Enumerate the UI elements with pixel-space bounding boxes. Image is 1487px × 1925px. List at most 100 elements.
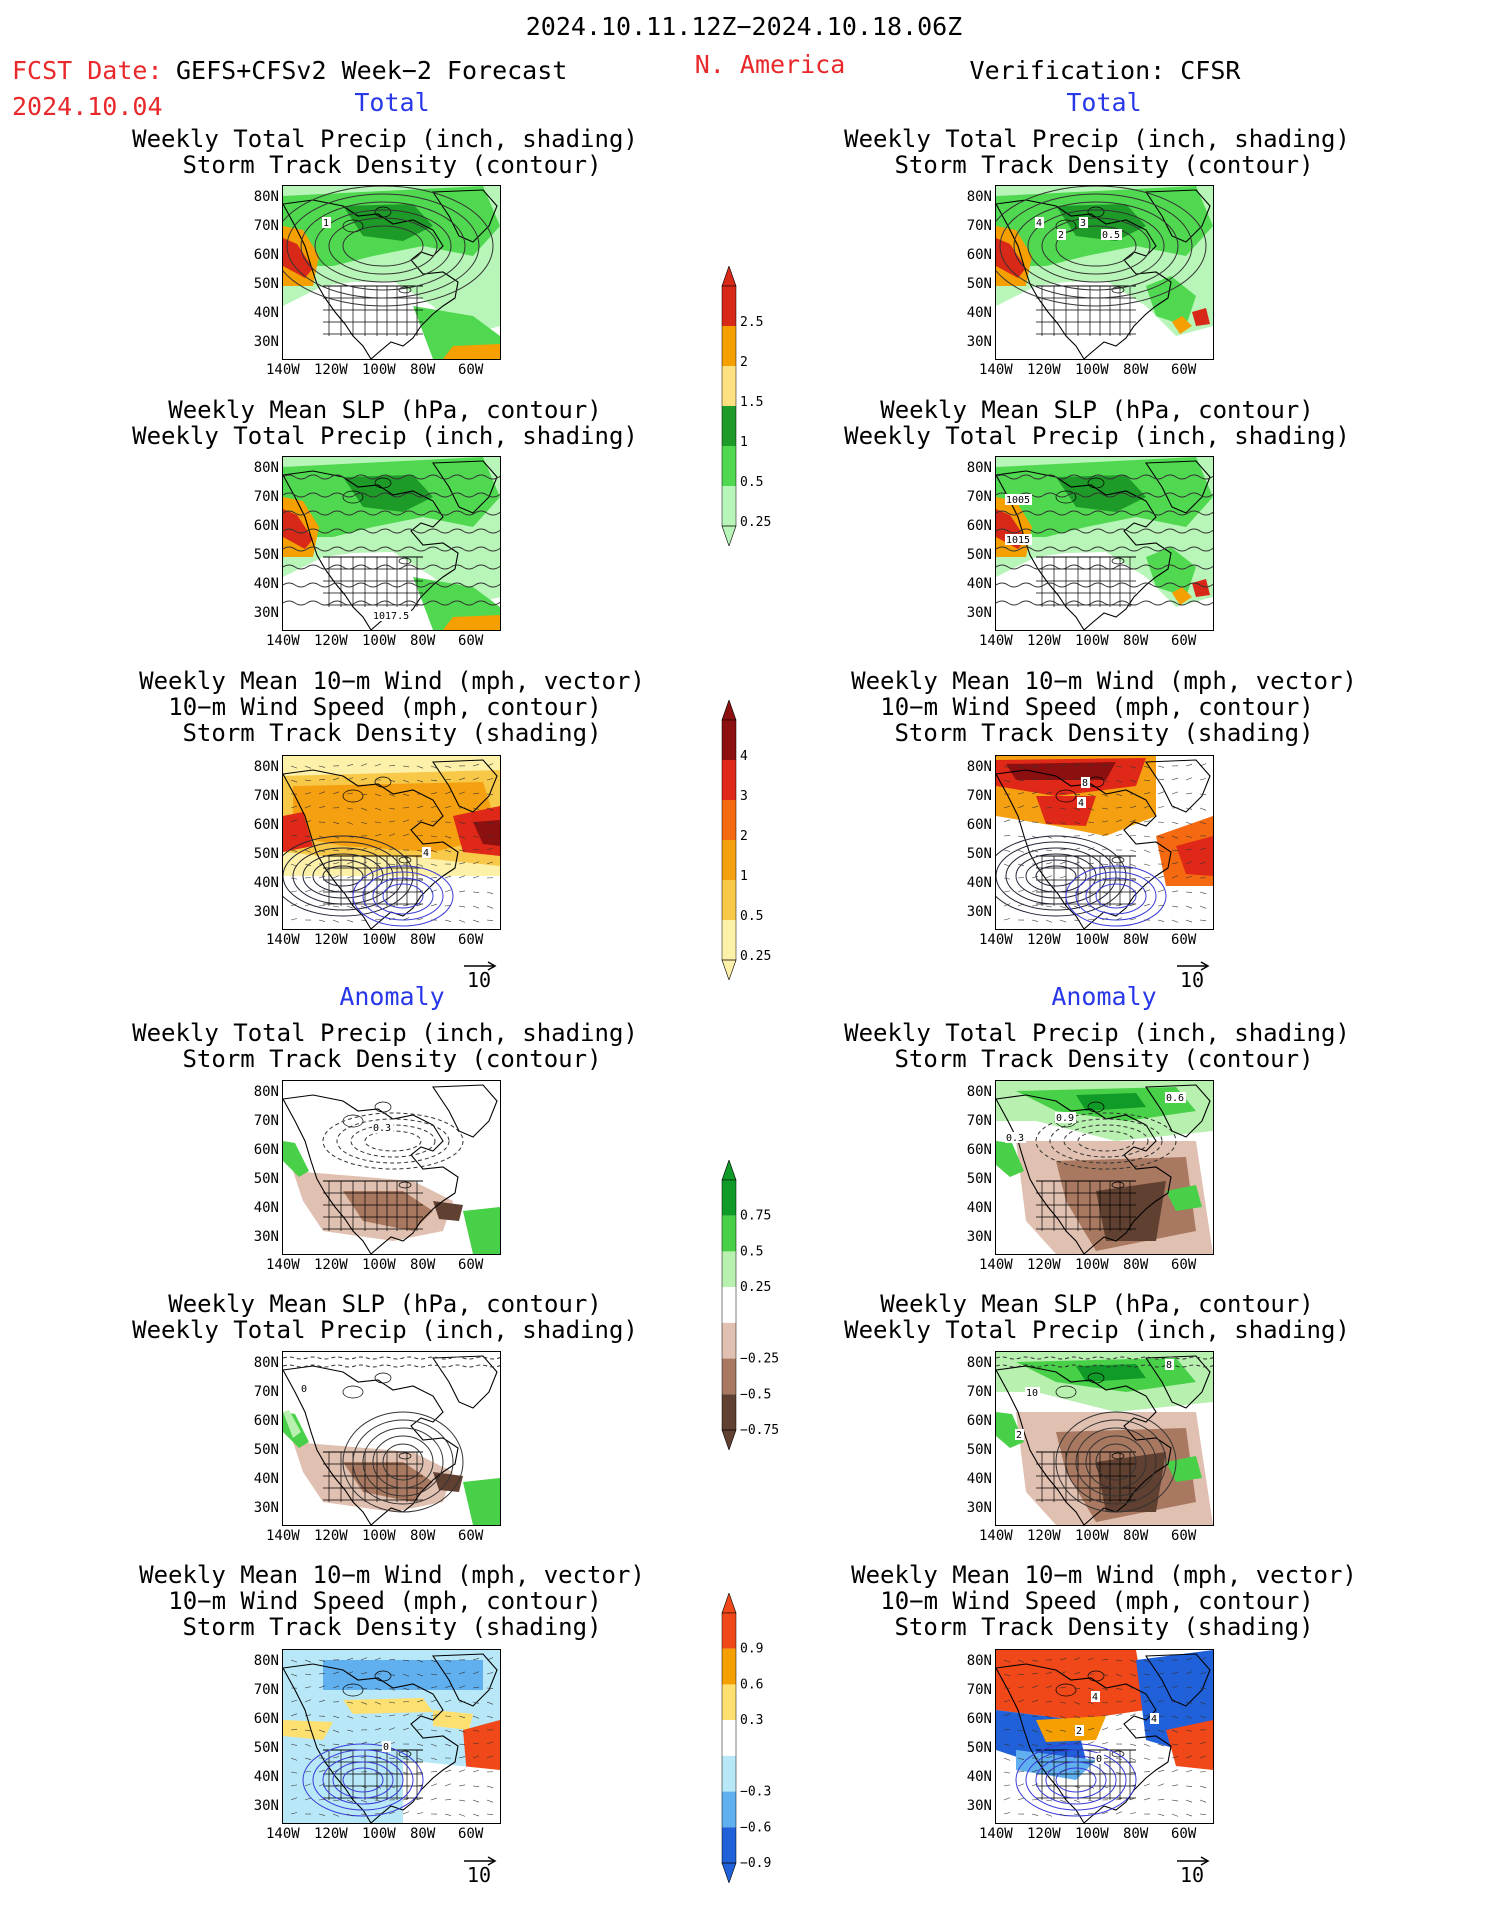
contour-line [1055,1767,1097,1793]
contour-label-bg [300,1383,309,1394]
lon-tick-label: 100W [1075,932,1109,948]
lon-tick-label: 80W [1123,1257,1149,1273]
precip-red [283,238,313,278]
colorbar-tick-label: −0.25 [740,1352,779,1367]
storm-anom-yellow [343,1698,433,1714]
colorbar-tick-label: 0.5 [740,475,763,490]
contour-label-bg [382,1741,391,1752]
contour-line [1041,217,1151,275]
map-forecast-total-precip: 1 [282,185,501,360]
lat-tick-label: 60N [966,1413,992,1429]
contour-line [322,865,364,887]
coastline-greenland [1144,1355,1211,1409]
lon-tick-label: 140W [979,362,1013,378]
contour-line [996,582,1213,588]
colorbar-graphic: 0.75 0.5 0.25 −0.25 −0.5 −0.75 [721,1159,779,1451]
lat-tick-label: 30N [966,1500,992,1516]
contour-line [328,217,438,275]
colorbar-segment [722,366,736,406]
map-forecast-anomaly-precip: 0.3 [282,1080,501,1255]
lat-tick-label: 60N [966,1142,992,1158]
coastline-greenland [1144,1084,1211,1138]
precip-deficit-strong [433,1201,463,1221]
coastline-greenland [1144,460,1211,514]
map-verification-total-precip: 4 2 3 0.5 [995,185,1214,360]
lon-tick-label: 140W [979,932,1013,948]
contour-line [1049,1118,1163,1164]
colorbar-segment [722,1613,736,1649]
contour-label: 0.5 [1102,230,1120,241]
title-fc-total-slp-1: Weekly Mean SLP (hPa, contour) [168,396,602,424]
date-range: 2024.10.11.12Z−2024.10.18.06Z [525,12,963,41]
lon-tick-label: 80W [1123,633,1149,649]
lat-tick-label: 80N [253,189,279,205]
lat-tick-label: 40N [966,875,992,891]
colorbar-tick-label: −0.9 [740,1856,771,1871]
contour-line [1035,1755,1117,1805]
contour-line [312,859,374,893]
contour-line [283,186,494,307]
lon-tick-label: 100W [362,633,396,649]
precip-surplus [463,1207,500,1254]
contour-line [372,1435,434,1489]
colorbar-outline [721,285,737,527]
lat-tick-label: 80N [253,759,279,775]
contour-label: 0.3 [373,1123,391,1134]
contour-line [1045,1761,1107,1799]
contour-line [322,1755,404,1805]
lon-tick-label: 120W [1027,1826,1061,1842]
colorbar-segment [722,326,736,366]
lon-tick-label: 80W [410,362,436,378]
title-ob-total-precip-2: Storm Track Density (contour) [894,151,1314,179]
lat-tick-label: 30N [253,1798,279,1814]
lon-tick-label: 140W [266,1528,300,1544]
colorbar-tick-label: 0.9 [740,1642,763,1657]
lat-tick-label: 60N [253,1711,279,1727]
contour-line [283,528,500,534]
contour-line [342,225,424,267]
contour-label-bg [372,1122,393,1133]
contour-label: 0 [1096,1754,1102,1765]
lat-tick-label: 40N [966,576,992,592]
lon-tick-label: 100W [362,1528,396,1544]
contour-label: 0 [301,1384,307,1395]
lat-tick-label: 40N [253,875,279,891]
title-fc-anom-precip-1: Weekly Total Precip (inch, shading) [132,1019,638,1047]
colorbar-segment [722,1791,736,1828]
colorbar-top-arrow [721,1592,737,1614]
contour-line [286,193,480,299]
contour-line [283,564,500,570]
lat-tick-label: 50N [966,276,992,292]
contour-label: 2 [1076,1726,1082,1737]
wind-vectors [290,763,494,923]
colorbar-tick-label: 2 [740,829,748,844]
contour-label-bg [1081,777,1090,788]
vector-ref-arrow-icon [1177,961,1210,971]
precip-orange [1172,587,1192,605]
lon-tick-label: 120W [314,633,348,649]
contour-label-bg [1075,1725,1084,1736]
colorbar-tick-label: 2.5 [740,315,763,330]
lon-tick-label: 120W [1027,633,1061,649]
lon-tick-label: 80W [1123,1826,1149,1842]
colorbar-tick-label: 1 [740,869,748,884]
lat-tick-label: 50N [253,547,279,563]
contour-line [283,492,500,498]
lat-tick-label: 80N [253,460,279,476]
lon-tick-label: 120W [1027,932,1061,948]
contour-line [1095,883,1137,909]
title-ob-total-slp-1: Weekly Mean SLP (hPa, contour) [880,396,1314,424]
contour-line [1035,865,1077,887]
contour-line [283,474,500,480]
contour-line [283,1356,500,1360]
title-ob-anom-wind-1: Weekly Mean 10−m Wind (mph, vector) [851,1561,1357,1589]
contour-line [1013,201,1179,291]
colorbar-bottom-arrow [721,1429,737,1451]
colorbar-segment [722,486,736,526]
contour-label-bg [1005,534,1032,545]
map-verification-total-slp: 1005 1015 [995,456,1214,631]
lon-tick-label: 140W [266,362,300,378]
lon-tick-label: 80W [1123,362,1149,378]
lon-tick-label: 120W [314,362,348,378]
contour-line [996,186,1207,307]
